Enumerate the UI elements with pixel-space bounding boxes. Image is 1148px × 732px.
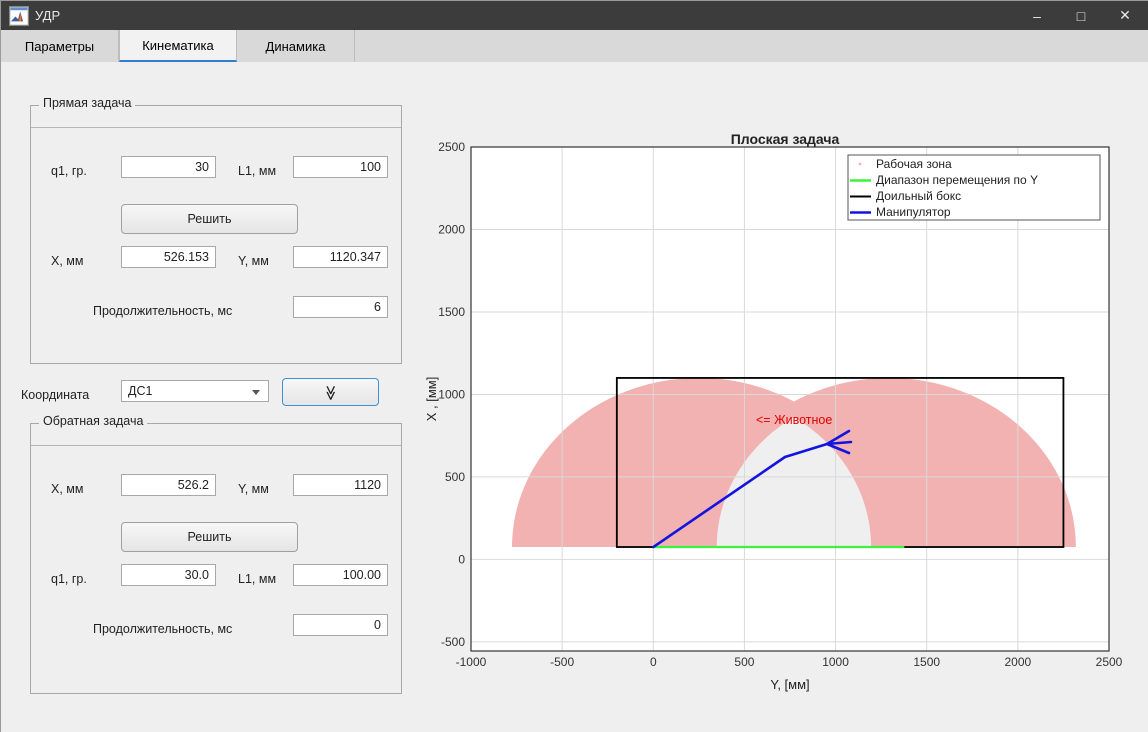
svg-text:Рабочая зона: Рабочая зона bbox=[876, 157, 952, 171]
svg-text:0: 0 bbox=[650, 655, 657, 669]
svg-text:X , [мм]: X , [мм] bbox=[424, 377, 439, 422]
svg-text:-1000: -1000 bbox=[456, 655, 487, 669]
svg-text:2500: 2500 bbox=[1096, 655, 1123, 669]
svg-text:-500: -500 bbox=[441, 635, 465, 649]
svg-text:2000: 2000 bbox=[1005, 655, 1032, 669]
svg-text:1000: 1000 bbox=[438, 388, 465, 402]
svg-text:Y, [мм]: Y, [мм] bbox=[770, 677, 809, 692]
svg-text:Диапазон перемещения по Y: Диапазон перемещения по Y bbox=[876, 173, 1038, 187]
svg-text:1500: 1500 bbox=[913, 655, 940, 669]
svg-text:2000: 2000 bbox=[438, 223, 465, 237]
svg-text:<= Животное: <= Животное bbox=[756, 413, 832, 427]
svg-text:Манипулятор: Манипулятор bbox=[876, 205, 951, 219]
svg-text:1500: 1500 bbox=[438, 305, 465, 319]
svg-text:Доильный бокс: Доильный бокс bbox=[876, 189, 961, 203]
svg-text:500: 500 bbox=[734, 655, 754, 669]
svg-text:500: 500 bbox=[445, 470, 465, 484]
svg-text:2500: 2500 bbox=[438, 140, 465, 154]
svg-text:-500: -500 bbox=[550, 655, 574, 669]
svg-text:1000: 1000 bbox=[822, 655, 849, 669]
svg-text:0: 0 bbox=[458, 553, 465, 567]
